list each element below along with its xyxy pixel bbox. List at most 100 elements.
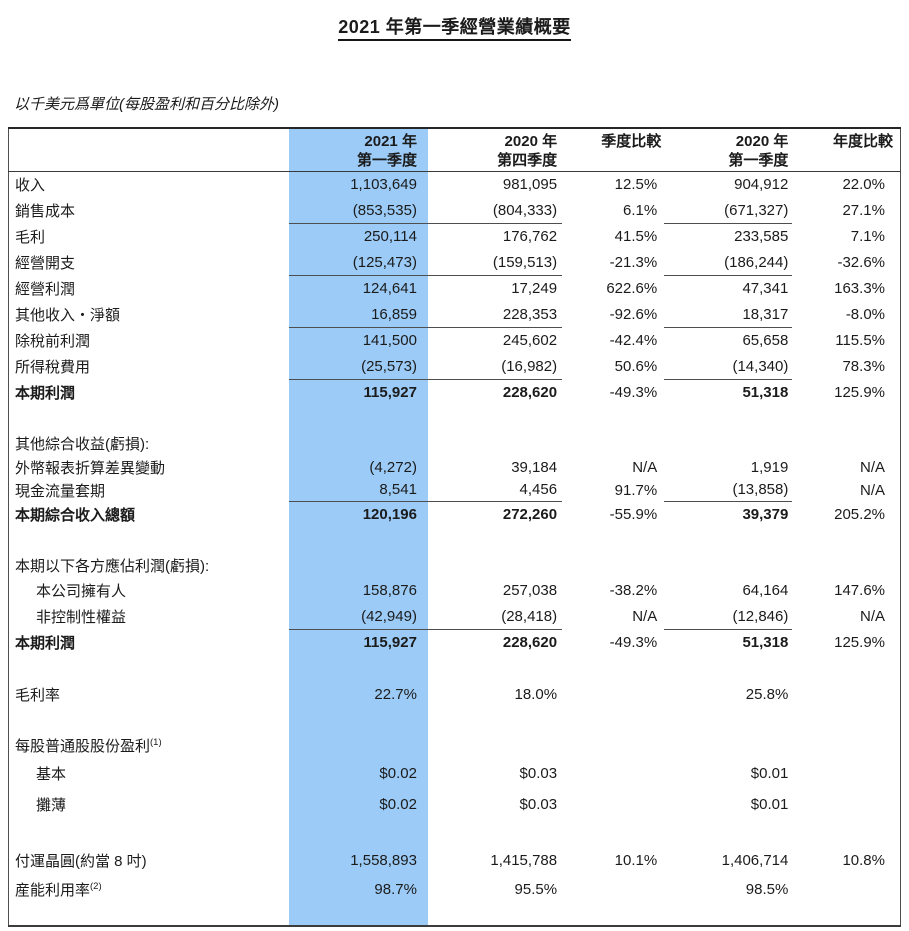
cell-2020-q4	[428, 734, 562, 758]
table-row: 非控制性權益 (42,949) (28,418) N/A (12,846) N/A	[9, 603, 901, 630]
table-row: 經營利潤 124,641 17,249 622.6% 47,341 163.3%	[9, 275, 901, 302]
header-2021-q1-line2: 第一季度	[356, 152, 417, 169]
cell-2020-q4: 39,184	[511, 458, 558, 476]
spacer-cell	[9, 904, 289, 926]
row-label-text: 每股普通股股份盈利	[15, 738, 151, 755]
spacer-cell	[428, 708, 562, 734]
section-header-row: 本期以下各方應佔利潤(虧損):	[9, 553, 901, 578]
cell-2020-q4: (28,418)	[501, 607, 558, 625]
quarterly-results-table: 2021 年 第一季度 2020 年 第四季度 季度比較 2020 年 第一季度…	[8, 127, 901, 927]
cell-2021-q1: $0.02	[288, 757, 428, 789]
row-label: 本期利潤	[9, 380, 289, 406]
cell-2020-q1	[664, 734, 792, 758]
spacer-cell-highlight	[288, 903, 428, 926]
spacer-row	[9, 405, 901, 432]
cell-2020-q4: 257,038	[502, 582, 558, 599]
cell-qoq	[562, 432, 664, 456]
cell-2021-q1: (853,535)	[288, 197, 428, 224]
cell-qoq	[562, 758, 664, 789]
row-label: 基本	[9, 758, 289, 789]
row-label-text: 外幣報表折算差異變動	[15, 459, 166, 477]
cell-2020-q1: 51,318	[664, 629, 793, 656]
header-yoy-comparison: 年度比較	[792, 128, 901, 172]
cell-qoq: 41.5%	[614, 228, 658, 245]
spacer-cell-highlight	[288, 405, 428, 432]
spacer-cell	[562, 528, 664, 554]
cell-yoy: N/A	[859, 481, 885, 499]
row-label: 銷售成本	[9, 198, 289, 224]
row-label-text: 銷售成本	[15, 203, 76, 220]
spacer-cell	[664, 708, 792, 734]
footnote-marker: (2)	[90, 880, 102, 892]
cell-yoy	[792, 432, 900, 456]
cell-2021-q1: 124,641	[288, 275, 428, 302]
cell-2021-q1: 22.7%	[288, 681, 428, 708]
cell-2020-q1: (186,244)	[724, 253, 789, 271]
cell-2020-q1: 47,341	[664, 275, 793, 302]
row-label-text: 經營開支	[15, 255, 76, 272]
cell-2020-q1	[664, 432, 792, 456]
cell-2020-q4	[428, 554, 562, 578]
row-label: 收入	[9, 172, 289, 198]
cell-2020-q4: $0.03	[519, 764, 558, 782]
row-label: 本公司擁有人	[9, 578, 289, 604]
spacer-cell	[9, 820, 289, 846]
cell-qoq	[562, 554, 664, 578]
cell-2020-q4: 176,762	[427, 223, 563, 250]
row-label-text: 其他綜合收益(虧損):	[15, 436, 150, 453]
row-label-text: 除稅前利潤	[15, 333, 91, 350]
cell-yoy: 147.6%	[834, 582, 885, 599]
spacer-cell	[664, 656, 792, 682]
spacer-cell	[562, 708, 664, 734]
cell-yoy: -8.0%	[845, 306, 885, 323]
cell-qoq: 91.7%	[614, 481, 658, 499]
spacer-cell	[664, 904, 792, 926]
cell-2020-q1: 1,919	[750, 458, 789, 476]
spacer-row	[9, 527, 901, 554]
row-label: 所得稅費用	[9, 354, 289, 380]
cell-2020-q1: 39,379	[664, 501, 793, 528]
cell-qoq: -21.3%	[609, 254, 658, 271]
table-row: 其他收入・淨額 16,859 228,353 -92.6% 18,317 -8.0%	[9, 301, 901, 328]
header-2020-q4-line2: 第四季度	[497, 152, 558, 169]
spacer-cell	[9, 406, 289, 432]
cell-2020-q1: 233,585	[664, 223, 793, 250]
cell-2021-q1	[288, 431, 428, 456]
spacer-cell	[562, 904, 664, 926]
cell-2021-q1: 141,500	[288, 327, 428, 354]
cell-2020-q4: 272,260	[427, 501, 563, 528]
row-label: 除稅前利潤	[9, 328, 289, 354]
cell-qoq: -42.4%	[609, 332, 658, 349]
spacer-cell	[562, 656, 664, 682]
page-title: 2021 年第一季經營業績概要	[0, 0, 909, 41]
cell-qoq: -55.9%	[609, 506, 658, 523]
spacer-cell	[428, 406, 562, 432]
table-row: 本公司擁有人 158,876 257,038 -38.2% 64,164 147.6%	[9, 577, 901, 604]
row-label-text: 基本	[36, 765, 67, 783]
header-2020-q1-line2: 第一季度	[728, 152, 789, 169]
cell-yoy: 115.5%	[835, 332, 885, 349]
cell-qoq: 622.6%	[606, 280, 658, 297]
table-row: 現金流量套期 8,541 4,456 91.7% (13,858) N/A	[9, 478, 901, 502]
cell-qoq: 10.1%	[614, 851, 658, 869]
table-row: 經營開支 (125,473) (159,513) -21.3% (186,244) -32…	[9, 249, 901, 276]
spacer-cell-highlight	[288, 655, 428, 682]
cell-yoy: 27.1%	[842, 202, 885, 219]
spacer-cell	[428, 528, 562, 554]
row-label: 毛利率	[9, 682, 289, 708]
table-row: 收入 1,103,649 981,095 12.5% 904,912 22.0%	[9, 171, 901, 198]
cell-yoy: 7.1%	[850, 228, 885, 245]
row-label-text: 毛利率	[15, 687, 61, 704]
header-qoq-line1: 季度比較	[601, 133, 662, 150]
cell-2021-q1: 115,927	[288, 629, 428, 656]
cell-2020-q1: 51,318	[664, 379, 793, 406]
header-2021-q1: 2021 年 第一季度	[288, 128, 428, 172]
spacer-cell-highlight	[288, 707, 428, 734]
cell-2021-q1: 115,927	[288, 379, 428, 406]
row-label: 産能利用率(2)	[9, 875, 289, 904]
row-label-text: 毛利	[15, 229, 46, 246]
cell-2021-q1: 98.7%	[288, 874, 428, 904]
cell-2020-q1: $0.01	[750, 795, 789, 813]
table-row: 本期綜合收入總額 120,196 272,260 -55.9% 39,379 205.2%	[9, 501, 901, 528]
row-label-text: 本期利潤	[15, 635, 76, 652]
